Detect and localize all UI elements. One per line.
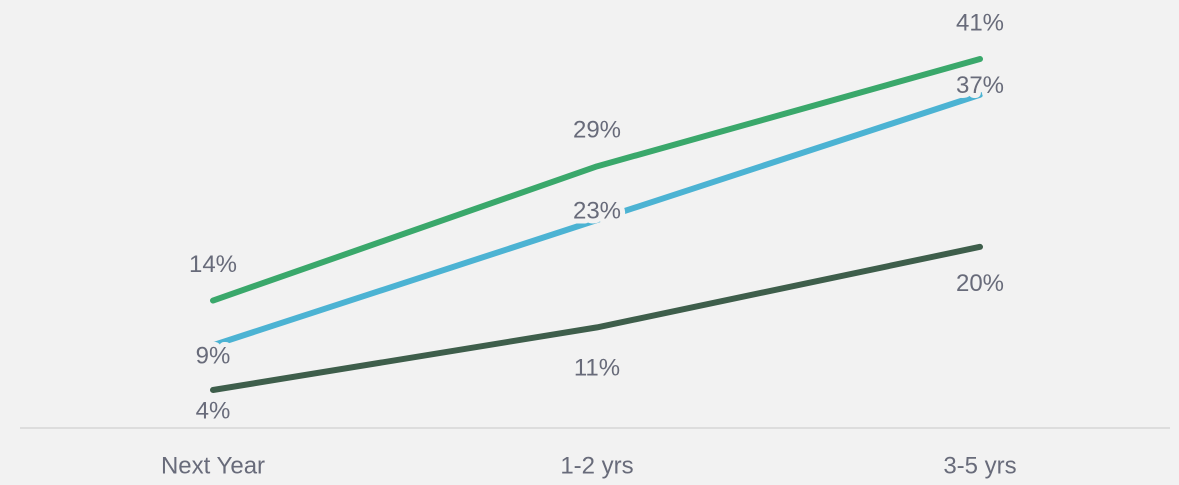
line (210, 243, 983, 393)
line (210, 56, 983, 304)
data-label: 14% (189, 251, 237, 278)
data-label: 11% (574, 355, 620, 382)
data-label: 37% (956, 72, 1004, 99)
data-label: 9% (196, 343, 231, 370)
x-tick-label: 1-2 yrs (560, 452, 633, 479)
x-tick-label: Next Year (161, 452, 265, 479)
x-tick-label: 3-5 yrs (943, 452, 1016, 479)
data-label: 23% (573, 197, 621, 224)
line (210, 91, 983, 349)
data-label: 20% (956, 270, 1004, 297)
data-label: 41% (956, 9, 1004, 36)
data-label: 4% (196, 397, 231, 424)
data-label: 29% (573, 117, 621, 144)
